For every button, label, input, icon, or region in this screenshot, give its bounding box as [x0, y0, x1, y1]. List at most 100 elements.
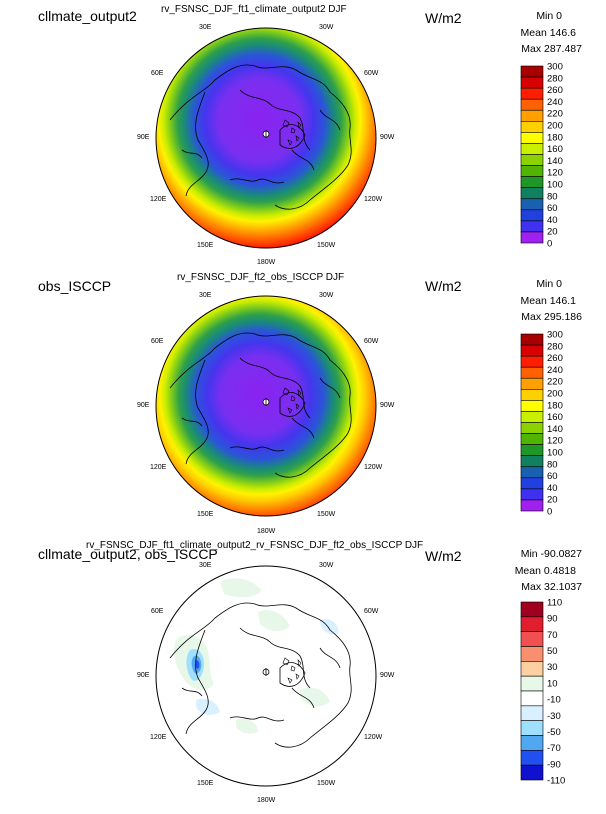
panel-2-lon-180w: 180W: [257, 528, 276, 535]
panel-3-lon-60e: 60E: [151, 608, 164, 615]
panel-2-mean: Mean 146.1: [520, 295, 576, 307]
colorbar-label: 110: [547, 598, 562, 609]
colorbar-swatch: [520, 661, 544, 677]
colorbar-swatch: [520, 764, 544, 781]
colorbar-label: 100: [547, 180, 563, 191]
colorbar-label: 20: [547, 495, 558, 506]
colorbar-label: 20: [547, 227, 558, 238]
colorbar-swatch: [520, 333, 544, 346]
panel-1-lon-30e: 30E: [199, 24, 212, 31]
pole-marker-3: [262, 668, 270, 676]
colorbar-swatch: [520, 98, 544, 111]
colorbar-swatch: [520, 132, 544, 144]
panel-1-lon-60e: 60E: [151, 70, 164, 77]
colorbar-swatch: [520, 109, 544, 122]
panel-2-lon-60e: 60E: [151, 338, 164, 345]
colorbar-swatch: [520, 477, 544, 490]
panel-3-lon-180w: 180W: [257, 797, 276, 804]
colorbar-label: 120: [547, 436, 563, 447]
panel-1-left-title: cllmate_output2: [38, 8, 137, 24]
colorbar-panel-1: 3002802602402202001801601401201008060402…: [520, 62, 563, 250]
colorbar-swatch: [520, 187, 544, 200]
colorbar-swatch: [520, 750, 544, 766]
colorbar-swatch: [520, 198, 544, 211]
panel-3-units: W/m2: [425, 548, 462, 564]
panel-1-mean: Mean 146.6: [520, 27, 576, 39]
colorbar-label: 300: [547, 330, 563, 341]
panel-2-center-title: rv_FSNSC_DJF_ft2_obs_ISCCP DJF: [177, 272, 345, 283]
colorbar-swatch: [520, 121, 544, 133]
panel-2-left-title: obs_ISCCP: [38, 278, 112, 294]
panel-1-lon-90e: 90E: [137, 134, 150, 141]
colorbar-label: 50: [547, 646, 558, 657]
colorbar-label: 0: [547, 507, 552, 518]
colorbar-swatch: [520, 433, 544, 445]
colorbar-label: 200: [547, 389, 563, 400]
colorbar-label: 300: [547, 62, 563, 73]
panel-1-lon-120w: 120W: [364, 196, 383, 203]
panel-1-lon-150w: 150W: [317, 242, 336, 249]
colorbar-label: 60: [547, 471, 558, 482]
panel-3-max: Max 32.1037: [521, 581, 582, 593]
colorbar-swatch: [520, 176, 544, 188]
colorbar-swatch: [520, 705, 544, 721]
panel-1-max: Max 287.487: [521, 43, 582, 55]
colorbar-label: -30: [547, 711, 561, 722]
colorbar-label: -50: [547, 727, 561, 738]
colorbar-label: 180: [547, 132, 563, 143]
globe-panel-2: [155, 295, 377, 517]
colorbar-swatch: [520, 154, 544, 166]
panel-3-lon-120e: 120E: [150, 734, 167, 741]
colorbar-label: 90: [547, 614, 558, 625]
colorbar-swatch: [520, 209, 544, 222]
pole-marker-2: [262, 398, 270, 406]
panel-1-lon-180w: 180W: [257, 259, 276, 266]
colorbar-label: 80: [547, 191, 558, 202]
panel-2-lon-120w: 120W: [364, 464, 383, 471]
colorbar-swatch: [520, 735, 544, 751]
colorbar-swatch: [520, 344, 544, 357]
colorbar-label: 260: [547, 353, 563, 364]
panel-3-lon-150e: 150E: [197, 780, 214, 787]
colorbar-swatch: [520, 220, 544, 233]
colorbar-swatch: [520, 411, 544, 423]
panel-1-lon-60w: 60W: [364, 70, 379, 77]
panel-1-lon-30w: 30W: [319, 24, 334, 31]
colorbar-swatch: [520, 466, 544, 479]
panel-3-lon-30w: 30W: [319, 562, 334, 569]
colorbar-label: 40: [547, 215, 558, 226]
coastlines-3: [169, 602, 352, 748]
colorbar-label: -10: [547, 695, 561, 706]
panel-3-center-title: rv_FSNSC_DJF_ft1_climate_output2_rv_FSNS…: [86, 540, 424, 551]
colorbar-label: 30: [547, 662, 558, 673]
colorbar-swatch: [520, 76, 544, 89]
panel-3-lon-90w: 90W: [380, 672, 395, 679]
colorbar-label: 80: [547, 459, 558, 470]
colorbar-swatch: [520, 143, 544, 155]
panel-2-max: Max 295.186: [521, 311, 582, 323]
panel-2-lon-30e: 30E: [199, 292, 212, 299]
colorbar-swatch: [520, 366, 544, 379]
colorbar-swatch: [520, 231, 544, 244]
colorbar-label: 240: [547, 97, 563, 108]
colorbar-swatch: [520, 675, 544, 692]
panel-1-min: Min 0: [536, 10, 562, 22]
colorbar-label: 10: [547, 678, 558, 689]
colorbar-swatch: [520, 631, 544, 647]
panel-2-lon-150e: 150E: [197, 511, 214, 518]
coastlines-1: [169, 64, 352, 210]
island-outlines-3: [282, 657, 302, 684]
panel-2-lon-60w: 60W: [364, 338, 379, 345]
colorbar-label: 40: [547, 483, 558, 494]
panel-3-mean: Mean 0.4818: [514, 565, 576, 577]
colorbar-label: 100: [547, 448, 563, 459]
colorbar-label: 280: [547, 341, 563, 352]
colorbar-label: 160: [547, 144, 563, 155]
difference-patches: [173, 578, 339, 734]
panel-2-lon-90e: 90E: [137, 402, 150, 409]
colorbar-swatch: [520, 444, 544, 456]
colorbar-swatch: [520, 422, 544, 434]
globe-panel-1: [155, 27, 377, 249]
colorbar-label: 240: [547, 365, 563, 376]
